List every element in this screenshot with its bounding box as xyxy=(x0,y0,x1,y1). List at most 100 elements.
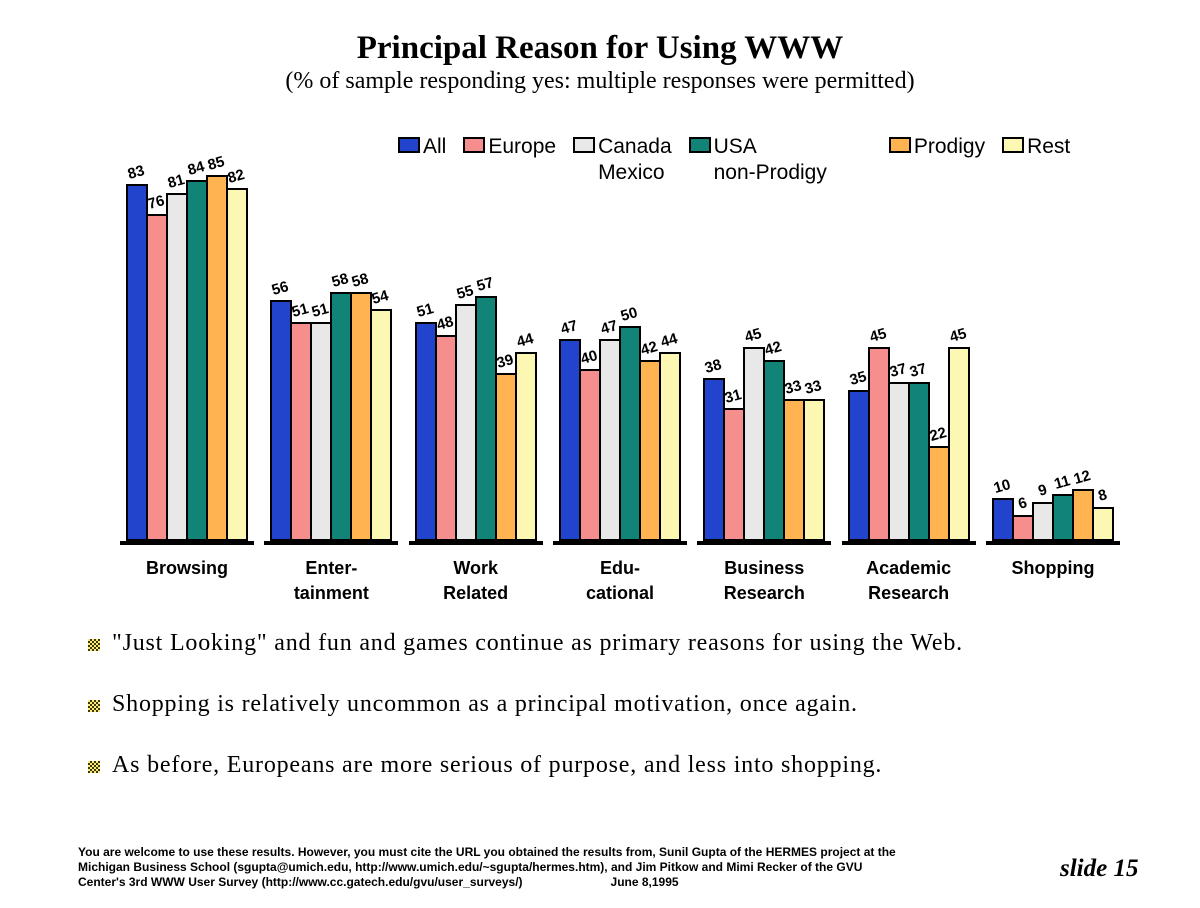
bar-value-all-browsing: 83 xyxy=(125,162,147,183)
legend-item-europe: Europe xyxy=(463,134,556,160)
bar-europe-edu-cational: 40 xyxy=(579,347,601,541)
bar-value-canada-mexico-browsing: 81 xyxy=(165,171,187,192)
bar-all-enter-tainment: 56 xyxy=(270,278,293,541)
legend-swatch-prodigy xyxy=(888,137,911,153)
slide-number: slide 15 xyxy=(1060,855,1139,882)
category-label-browsing: Browsing xyxy=(145,558,228,578)
bar-usa-non-prodigy-edu-cational: 50 xyxy=(619,304,641,541)
bar-prodigy-business-research: 33 xyxy=(783,377,806,541)
bullet-marker-icon xyxy=(88,639,100,651)
bar-prodigy-browsing: 85 xyxy=(206,153,228,541)
category-label-business-research: Business Research xyxy=(723,558,805,603)
bar-value-canada-mexico-work-related: 55 xyxy=(454,282,476,303)
bar-value-all-work-related: 51 xyxy=(414,300,436,321)
legend-swatch-canada xyxy=(573,137,596,153)
chart-group-shopping: 10 6 9 11 12 8 Shopping xyxy=(985,165,1120,606)
legend-swatch-europe xyxy=(463,137,486,153)
bar-europe-enter-tainment: 51 xyxy=(290,300,313,541)
footer-date: June 8,1995 xyxy=(610,875,679,889)
category-label-edu-cational: Edu-cational xyxy=(585,558,654,603)
category-label-work-related: Work Related xyxy=(443,558,509,603)
legend-label-europe: Europe xyxy=(488,135,557,158)
footer-line-3-text: Center's 3rd WWW User Survey (http://www… xyxy=(78,875,523,889)
chart-group-bars-browsing: 83 76 81 84 85 82 xyxy=(120,153,254,545)
bar-value-europe-business-research: 31 xyxy=(723,386,744,407)
chart-group-edu-cational: 47 40 47 50 42 44 Edu-cational xyxy=(552,165,687,606)
chart-group-bars-work-related: 51 48 55 57 39 44 xyxy=(408,165,543,545)
bar-canada-mexico-shopping: 9 xyxy=(1031,481,1054,541)
bar-canada-mexico-enter-tainment: 51 xyxy=(310,300,333,541)
bullet-text-1: "Just Looking" and fun and games continu… xyxy=(112,630,963,656)
bullet-text-3: As before, Europeans are more serious of… xyxy=(112,752,883,778)
bar-all-edu-cational: 47 xyxy=(559,317,581,541)
footer-line-1: You are welcome to use these results. Ho… xyxy=(78,845,896,859)
bar-value-europe-enter-tainment: 51 xyxy=(290,300,311,321)
bar-europe-browsing: 76 xyxy=(146,192,168,541)
bar-europe-academic-research: 45 xyxy=(867,325,890,541)
bar-prodigy-academic-research: 22 xyxy=(927,424,950,541)
bar-usa-non-prodigy-browsing: 84 xyxy=(186,158,208,541)
bar-rest-browsing: 82 xyxy=(226,166,248,541)
bar-canada-mexico-work-related: 55 xyxy=(454,282,477,541)
bullet-marker-icon xyxy=(88,700,100,712)
bar-canada-mexico-business-research: 45 xyxy=(743,325,766,541)
bar-value-prodigy-shopping: 12 xyxy=(1071,467,1093,488)
category-label-shopping: Shopping xyxy=(1011,558,1095,578)
bar-value-prodigy-enter-tainment: 58 xyxy=(350,270,371,291)
bar-value-usa-non-prodigy-shopping: 11 xyxy=(1052,472,1073,493)
bar-value-europe-edu-cational: 40 xyxy=(578,347,600,368)
bar-value-prodigy-browsing: 85 xyxy=(205,153,227,174)
legend-label-canada: Canada Mexico xyxy=(598,135,672,184)
bar-value-usa-non-prodigy-browsing: 84 xyxy=(185,158,207,179)
bar-value-all-shopping: 10 xyxy=(991,476,1013,497)
bar-value-usa-non-prodigy-edu-cational: 50 xyxy=(618,304,640,325)
bullet-marker-icon xyxy=(88,761,100,773)
footer-line-3: Center's 3rd WWW User Survey (http://www… xyxy=(78,875,896,890)
bar-value-canada-mexico-academic-research: 37 xyxy=(887,360,909,381)
bar-value-all-business-research: 38 xyxy=(703,356,724,377)
bar-value-rest-edu-cational: 44 xyxy=(658,330,680,351)
bar-value-rest-business-research: 33 xyxy=(803,377,824,398)
bullet-text-2: Shopping is relatively uncommon as a pri… xyxy=(112,691,858,717)
chart-legend: All Europe Canada Mexico USA non-Prodigy Prodi… xyxy=(398,134,1087,186)
chart-group-business-research: 38 31 45 42 33 33 Business Research xyxy=(697,165,832,606)
bar-value-all-academic-research: 35 xyxy=(847,368,869,389)
bar-value-all-edu-cational: 47 xyxy=(558,317,580,338)
bar-usa-non-prodigy-shopping: 11 xyxy=(1051,472,1074,541)
legend-swatch-rest xyxy=(1002,137,1025,153)
legend-label-rest: Rest xyxy=(1027,135,1071,158)
legend-label-usa: USA non-Prodigy xyxy=(713,135,827,184)
bar-value-rest-shopping: 8 xyxy=(1096,486,1109,505)
bar-usa-non-prodigy-work-related: 57 xyxy=(474,274,497,541)
bar-rest-edu-cational: 44 xyxy=(659,330,681,541)
bar-usa-non-prodigy-business-research: 42 xyxy=(763,338,786,541)
bar-all-work-related: 51 xyxy=(414,300,437,541)
chart-group-enter-tainment: 56 51 51 58 58 54 Enter-tainment xyxy=(264,165,399,606)
bar-all-academic-research: 35 xyxy=(847,368,870,541)
chart-group-bars-academic-research: 35 45 37 37 22 45 xyxy=(841,165,976,545)
legend-item-usa: USA non-Prodigy xyxy=(688,134,827,186)
bar-value-prodigy-work-related: 39 xyxy=(494,351,516,372)
bar-canada-mexico-edu-cational: 47 xyxy=(599,317,621,541)
bar-all-shopping: 10 xyxy=(992,476,1014,541)
chart-group-bars-enter-tainment: 56 51 51 58 58 54 xyxy=(264,165,399,545)
bar-value-prodigy-business-research: 33 xyxy=(783,377,804,398)
bar-rest-work-related: 44 xyxy=(514,330,537,541)
bar-value-rest-work-related: 44 xyxy=(514,330,536,351)
bar-all-business-research: 38 xyxy=(703,356,726,541)
bar-value-prodigy-academic-research: 22 xyxy=(927,424,949,445)
footer-line-2: Michigan Business School (sgupta@umich.e… xyxy=(78,860,863,874)
bar-chart: 83 76 81 84 85 82 Browsing 56 51 51 58 58 54 Enter-ta… xyxy=(120,153,1120,606)
legend-swatch-usa xyxy=(688,137,711,153)
bar-value-canada-mexico-enter-tainment: 51 xyxy=(310,300,331,321)
bar-value-europe-browsing: 76 xyxy=(145,192,167,213)
bar-value-usa-non-prodigy-academic-research: 37 xyxy=(907,360,929,381)
bar-value-europe-work-related: 48 xyxy=(434,313,456,334)
bar-all-browsing: 83 xyxy=(126,162,148,541)
page-subtitle: (% of sample responding yes: multiple re… xyxy=(285,68,915,94)
bar-canada-mexico-browsing: 81 xyxy=(166,171,188,541)
bullet-list: "Just Looking" and fun and games continu… xyxy=(88,630,1128,813)
legend-swatch-all xyxy=(398,137,420,153)
bar-value-rest-enter-tainment: 54 xyxy=(370,287,391,308)
bar-europe-shopping: 6 xyxy=(1011,494,1034,541)
